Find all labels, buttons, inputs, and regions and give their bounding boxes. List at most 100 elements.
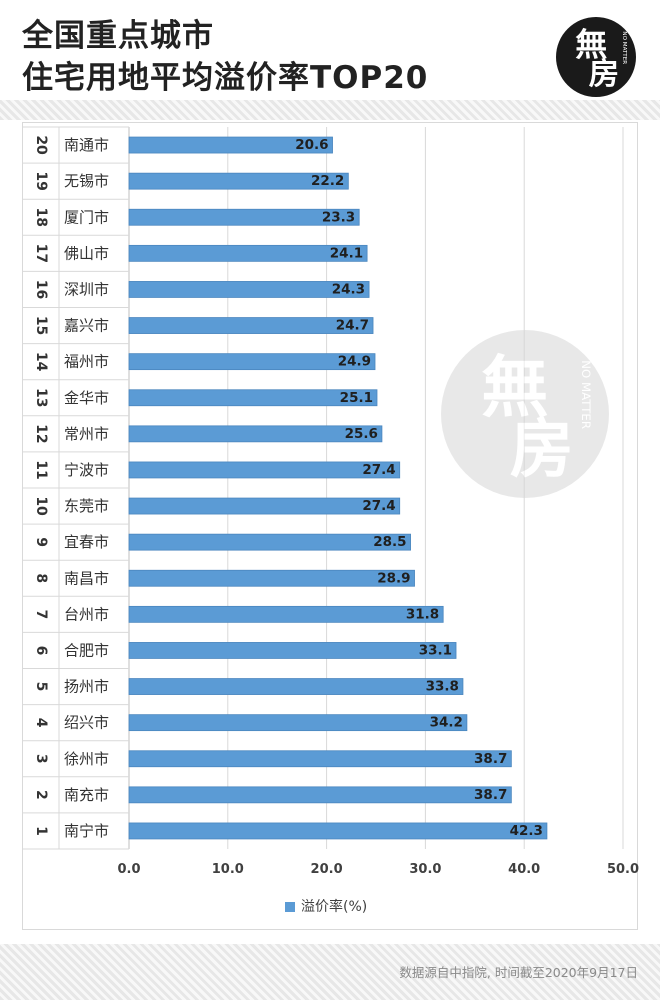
city-label: 南宁市 bbox=[64, 822, 109, 840]
source-note: 数据源自中指院, 时间截至2020年9月17日 bbox=[399, 965, 638, 980]
city-label: 常州市 bbox=[64, 425, 109, 443]
bar bbox=[128, 461, 401, 479]
city-label: 台州市 bbox=[64, 605, 109, 623]
x-tick-label: 40.0 bbox=[508, 862, 540, 877]
bar-layer: 20.6 22.2 23.3 24.1 24.3 24.7 24.9 25.1 25.6 27.4… bbox=[128, 136, 548, 840]
title-line-1: 全国重点城市 bbox=[22, 18, 214, 54]
legend-label: 溢价率(%) bbox=[301, 898, 367, 915]
rank-label: 11 bbox=[33, 460, 49, 479]
watermark-logo: 無 房 NO MATTER bbox=[441, 330, 609, 498]
brand-logo-mark: 無 房 NO MATTER bbox=[575, 25, 627, 92]
city-label: 嘉兴市 bbox=[64, 317, 109, 335]
rank-label: 18 bbox=[33, 208, 49, 227]
city-label: 无锡市 bbox=[64, 172, 109, 190]
rank-label: 19 bbox=[33, 171, 49, 190]
bar bbox=[128, 678, 464, 695]
city-label: 南昌市 bbox=[64, 569, 109, 587]
bar-value-label: 23.3 bbox=[322, 209, 355, 225]
bar bbox=[128, 497, 401, 515]
city-label: 宁波市 bbox=[64, 461, 109, 479]
bar bbox=[128, 281, 370, 298]
city-label: 南通市 bbox=[64, 136, 109, 154]
watermark-logo-mark: 無 房 NO MATTER bbox=[481, 348, 593, 487]
watermark-main-char: 無 bbox=[481, 348, 548, 427]
rank-label: 10 bbox=[33, 496, 49, 516]
city-label: 南充市 bbox=[64, 786, 109, 804]
bar-value-label: 27.4 bbox=[362, 462, 395, 478]
rank-label: 6 bbox=[33, 646, 49, 656]
logo-main-char: 無 bbox=[575, 25, 607, 63]
bar-value-label: 38.7 bbox=[474, 787, 507, 803]
bar bbox=[128, 642, 457, 659]
rank-label: 14 bbox=[33, 352, 49, 372]
header: 全国重点城市 住宅用地平均溢价率TOP20 無 房 NO MATTER bbox=[0, 0, 660, 100]
bar bbox=[128, 822, 548, 840]
bar-value-label: 24.3 bbox=[332, 281, 365, 297]
watermark-side-text: NO MATTER bbox=[579, 360, 593, 429]
bar bbox=[128, 786, 512, 804]
bar bbox=[128, 389, 378, 407]
bar-value-label: 25.1 bbox=[340, 390, 373, 406]
bar-value-label: 24.1 bbox=[330, 245, 363, 261]
bar-value-label: 20.6 bbox=[295, 137, 328, 153]
rank-label: 2 bbox=[33, 790, 49, 800]
bar-value-label: 28.9 bbox=[377, 570, 410, 586]
x-tick-label: 10.0 bbox=[212, 862, 244, 877]
bar bbox=[128, 569, 415, 587]
chart-frame: 20 南通市 19 无锡市 18 厦门市 17 佛山市 16 深圳市 15 嘉兴市 14 福州市 13 金华市… bbox=[22, 122, 639, 930]
rank-label: 13 bbox=[33, 388, 49, 407]
logo-sub-char: 房 bbox=[589, 56, 619, 92]
x-tick-label: 50.0 bbox=[607, 862, 639, 877]
bar-value-label: 42.3 bbox=[510, 823, 543, 839]
x-tick-label: 0.0 bbox=[117, 862, 140, 877]
legend-swatch bbox=[285, 902, 295, 912]
city-label: 佛山市 bbox=[64, 244, 109, 262]
bar bbox=[128, 605, 444, 623]
bar-value-label: 24.9 bbox=[338, 354, 371, 370]
city-label: 福州市 bbox=[64, 353, 109, 371]
city-label: 金华市 bbox=[64, 389, 109, 407]
bar-value-label: 22.2 bbox=[311, 173, 344, 189]
logo-side-text: NO MATTER bbox=[621, 31, 627, 64]
rank-label: 1 bbox=[33, 826, 49, 836]
bar bbox=[128, 172, 349, 190]
watermark-sub-char: 房 bbox=[510, 412, 574, 487]
bar bbox=[128, 750, 512, 768]
city-label: 徐州市 bbox=[64, 750, 109, 768]
bar-value-label: 38.7 bbox=[474, 751, 507, 767]
bar bbox=[128, 244, 368, 262]
bar-value-label: 27.4 bbox=[362, 498, 395, 514]
bar-value-label: 31.8 bbox=[406, 606, 439, 622]
bar bbox=[128, 317, 374, 334]
city-label: 扬州市 bbox=[64, 678, 109, 696]
bar-value-label: 33.1 bbox=[419, 642, 452, 658]
bar-value-label: 25.6 bbox=[345, 426, 378, 442]
bar bbox=[128, 136, 333, 154]
x-tick-label: 30.0 bbox=[409, 862, 441, 877]
bottom-stripe-band bbox=[0, 944, 660, 1000]
bar bbox=[128, 533, 411, 551]
rank-label: 9 bbox=[33, 537, 49, 547]
rank-label: 17 bbox=[33, 244, 49, 263]
city-label: 宜春市 bbox=[64, 533, 109, 551]
bar bbox=[128, 714, 468, 732]
legend-layer: 溢价率(%) bbox=[285, 898, 367, 915]
rank-label: 5 bbox=[33, 682, 49, 692]
x-tick-label: 20.0 bbox=[311, 862, 343, 877]
bar-value-label: 34.2 bbox=[430, 715, 463, 731]
rank-label: 15 bbox=[33, 316, 49, 335]
city-label: 东莞市 bbox=[64, 497, 109, 515]
rank-label: 16 bbox=[33, 280, 49, 299]
rank-label: 7 bbox=[33, 609, 49, 619]
rank-label: 3 bbox=[33, 754, 49, 764]
top-stripe-band bbox=[0, 100, 660, 120]
city-label: 深圳市 bbox=[64, 280, 109, 298]
rank-label: 8 bbox=[33, 573, 49, 583]
bar bbox=[128, 208, 360, 226]
city-label: 厦门市 bbox=[64, 208, 109, 226]
bar-value-label: 24.7 bbox=[336, 318, 369, 334]
rank-label: 20 bbox=[33, 135, 49, 155]
city-label: 合肥市 bbox=[64, 641, 109, 659]
